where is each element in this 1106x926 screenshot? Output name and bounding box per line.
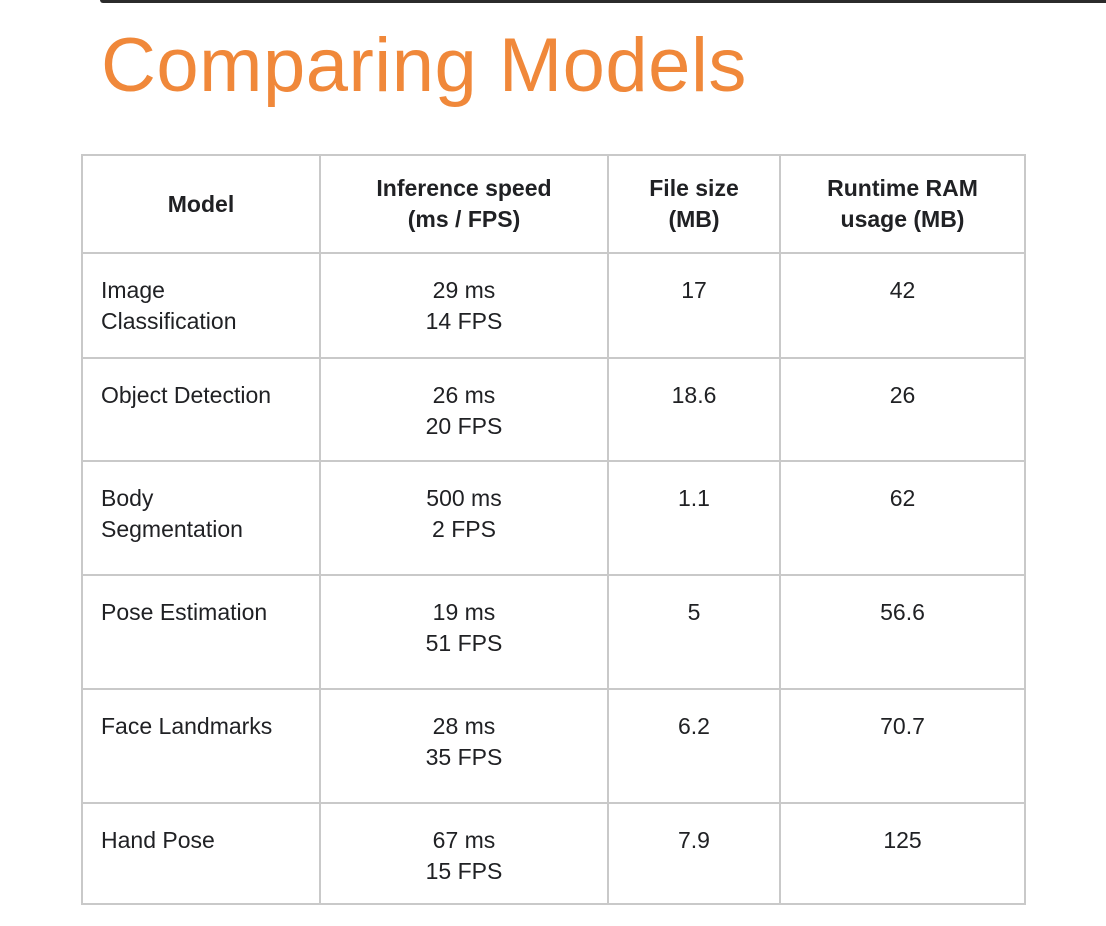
- model-name-line1: Hand Pose: [101, 827, 215, 853]
- header-runtime-ram-line2: usage (MB): [840, 206, 965, 232]
- cell-runtime-ram: 125: [779, 802, 1026, 905]
- model-name-line2: Classification: [101, 308, 237, 334]
- model-name-line1: Object Detection: [101, 382, 272, 408]
- header-file-size-line2: (MB): [668, 206, 720, 232]
- cell-runtime-ram: 62: [779, 460, 1026, 576]
- header-runtime-ram-line1: Runtime RAM: [827, 175, 978, 201]
- speed-fps: 14 FPS: [425, 308, 503, 334]
- table-row: Pose Estimation 19 ms 51 FPS 5 56.6: [81, 574, 1026, 690]
- header-model-line1: Model: [167, 190, 235, 217]
- cell-inference-speed: 500 ms 2 FPS: [319, 460, 609, 576]
- cell-inference-speed: 28 ms 35 FPS: [319, 688, 609, 804]
- cell-inference-speed: 26 ms 20 FPS: [319, 357, 609, 462]
- header-file-size: File size (MB): [607, 154, 781, 254]
- header-file-size-line1: File size: [649, 175, 739, 201]
- speed-fps: 20 FPS: [425, 413, 503, 439]
- model-name-line1: Body: [101, 485, 154, 511]
- cell-runtime-ram: 56.6: [779, 574, 1026, 690]
- speed-ms: 67 ms: [432, 827, 496, 853]
- header-inference-speed-line2: (ms / FPS): [407, 206, 521, 232]
- speed-fps: 2 FPS: [432, 516, 496, 542]
- cell-model-name: Hand Pose: [81, 802, 321, 905]
- cell-model-name: Object Detection: [81, 357, 321, 462]
- model-name-line2: Segmentation: [101, 516, 243, 542]
- slide-title: Comparing Models: [101, 23, 747, 108]
- cell-inference-speed: 67 ms 15 FPS: [319, 802, 609, 905]
- header-inference-speed-line1: Inference speed: [376, 175, 552, 201]
- cell-file-size: 1.1: [607, 460, 781, 576]
- cell-file-size: 18.6: [607, 357, 781, 462]
- speed-ms: 19 ms: [432, 599, 496, 625]
- cell-model-name: Body Segmentation: [81, 460, 321, 576]
- cell-file-size: 6.2: [607, 688, 781, 804]
- table-header-row: Model Inference speed (ms / FPS) File si…: [81, 154, 1026, 254]
- speed-fps: 35 FPS: [425, 744, 503, 770]
- cell-runtime-ram: 42: [779, 252, 1026, 359]
- cell-runtime-ram: 26: [779, 357, 1026, 462]
- model-comparison-table: Model Inference speed (ms / FPS) File si…: [81, 154, 1026, 905]
- cell-file-size: 5: [607, 574, 781, 690]
- cell-file-size: 17: [607, 252, 781, 359]
- model-name-line1: Image: [101, 277, 165, 303]
- cell-model-name: Image Classification: [81, 252, 321, 359]
- header-runtime-ram: Runtime RAM usage (MB): [779, 154, 1026, 254]
- speed-ms: 28 ms: [432, 713, 496, 739]
- cell-inference-speed: 19 ms 51 FPS: [319, 574, 609, 690]
- header-model: Model: [81, 154, 321, 254]
- cell-runtime-ram: 70.7: [779, 688, 1026, 804]
- table-row: Face Landmarks 28 ms 35 FPS 6.2 70.7: [81, 688, 1026, 804]
- table-row: Image Classification 29 ms 14 FPS 17 42: [81, 252, 1026, 359]
- header-inference-speed: Inference speed (ms / FPS): [319, 154, 609, 254]
- cell-model-name: Pose Estimation: [81, 574, 321, 690]
- speed-ms: 500 ms: [426, 485, 502, 511]
- model-name-line1: Face Landmarks: [101, 713, 273, 739]
- cell-file-size: 7.9: [607, 802, 781, 905]
- slide-top-border: [100, 0, 1106, 3]
- table-row: Hand Pose 67 ms 15 FPS 7.9 125: [81, 802, 1026, 905]
- table-row: Body Segmentation 500 ms 2 FPS 1.1 62: [81, 460, 1026, 576]
- speed-ms: 29 ms: [432, 277, 496, 303]
- table-row: Object Detection 26 ms 20 FPS 18.6 26: [81, 357, 1026, 462]
- speed-fps: 15 FPS: [425, 858, 503, 884]
- speed-ms: 26 ms: [432, 382, 496, 408]
- speed-fps: 51 FPS: [425, 630, 503, 656]
- cell-inference-speed: 29 ms 14 FPS: [319, 252, 609, 359]
- model-name-line1: Pose Estimation: [101, 599, 268, 625]
- cell-model-name: Face Landmarks: [81, 688, 321, 804]
